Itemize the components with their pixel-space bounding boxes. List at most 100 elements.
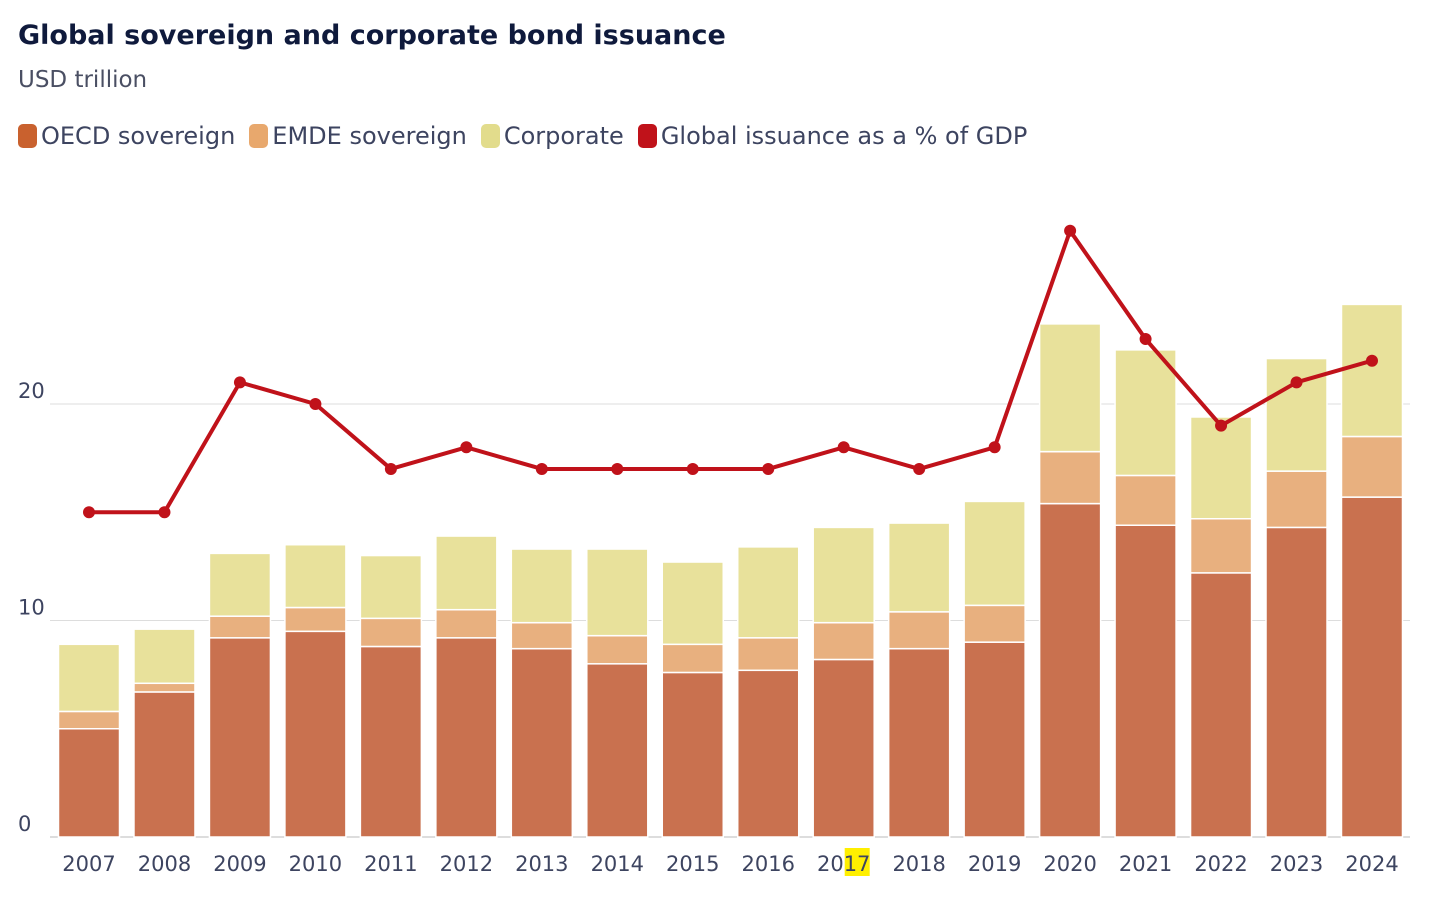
bar-segment-emde-sovereign <box>1189 517 1253 574</box>
bar-segment-corporate <box>510 548 574 624</box>
y-tick-label: 20 <box>18 379 45 403</box>
gdp-line <box>89 228 1373 515</box>
y-tick-label: 10 <box>18 596 45 620</box>
bar-segment-emde-sovereign <box>510 621 574 650</box>
bar-segment-oecd-sovereign <box>1265 526 1328 838</box>
bar-segment-oecd-sovereign <box>435 637 498 838</box>
bar-segment-oecd-sovereign <box>1114 524 1177 838</box>
legend-swatch-corporate <box>480 124 500 148</box>
legend-item-gdp[interactable]: Global issuance as a % of GDP <box>637 122 1028 150</box>
bar-segment-oecd-sovereign <box>208 637 272 838</box>
x-tick-label: 2009 <box>213 852 266 876</box>
bar-segment-corporate <box>963 500 1026 607</box>
bar-segment-emde-sovereign <box>133 682 196 693</box>
bar-segment-corporate <box>284 543 347 609</box>
bar-segment-corporate <box>1114 349 1177 477</box>
bar-segment-oecd-sovereign <box>1189 572 1253 838</box>
bar-segment-corporate <box>57 643 121 713</box>
gdp-point <box>309 398 322 410</box>
bar-segment-corporate <box>1189 416 1253 520</box>
bar-segment-oecd-sovereign <box>586 663 649 838</box>
legend: OECD sovereign EMDE sovereign Corporate … <box>18 122 1027 150</box>
gdp-point <box>762 462 775 475</box>
bar-segment-oecd-sovereign <box>57 728 121 838</box>
bar-segment-corporate <box>887 522 951 613</box>
bar-segment-corporate <box>812 526 875 624</box>
bar-segment-corporate <box>1038 323 1102 453</box>
x-tick-label: 2007 <box>62 852 115 876</box>
legend-label: Corporate <box>503 122 624 150</box>
gdp-point <box>1290 376 1303 389</box>
bar-segment-corporate <box>133 628 196 685</box>
gdp-point <box>686 462 699 475</box>
legend-item-corporate[interactable]: Corporate <box>480 122 624 150</box>
bar-segment-corporate <box>586 548 649 637</box>
legend-item-oecd[interactable]: OECD sovereign <box>18 122 235 150</box>
bar-segment-emde-sovereign <box>1265 470 1328 529</box>
x-tick-label: 2012 <box>440 852 493 876</box>
x-tick-label: 2015 <box>666 852 719 876</box>
search-highlight <box>844 848 870 876</box>
legend-swatch-oecd <box>18 124 37 148</box>
x-tick-label: 2022 <box>1194 852 1247 876</box>
bar-segment-emde-sovereign <box>57 710 121 730</box>
gdp-point <box>384 462 397 475</box>
bar-segment-emde-sovereign <box>1114 474 1177 526</box>
legend-label: Global issuance as a % of GDP <box>660 122 1028 150</box>
bar-segment-emde-sovereign <box>1340 435 1404 498</box>
x-tick-label: 2011 <box>364 852 417 876</box>
bar-segment-emde-sovereign <box>359 617 423 648</box>
x-tick-label: 2008 <box>138 852 191 876</box>
bar-segment-emde-sovereign <box>887 611 951 650</box>
x-tick-label: 2014 <box>591 852 644 876</box>
gdp-point <box>535 462 548 475</box>
legend-swatch-gdp <box>637 124 657 148</box>
bar-segment-emde-sovereign <box>586 634 649 665</box>
bar-segment-oecd-sovereign <box>661 671 725 838</box>
chart-subtitle: USD trillion <box>18 67 148 93</box>
x-tick-label: 2017 <box>817 852 870 876</box>
legend-swatch-emde <box>249 124 269 148</box>
legend-item-emde[interactable]: EMDE sovereign <box>249 122 467 150</box>
x-tick-label: 2020 <box>1043 852 1096 876</box>
x-tick-label: 2016 <box>742 852 795 876</box>
chart-title: Global sovereign and corporate bond issu… <box>18 20 726 51</box>
bar-segment-corporate <box>435 535 498 611</box>
x-tick-label: 2021 <box>1119 852 1172 876</box>
gdp-point <box>611 462 624 475</box>
bar-segment-corporate <box>736 546 800 639</box>
x-tick-label: 2013 <box>515 852 568 876</box>
x-tick-label: 2023 <box>1270 852 1323 876</box>
bar-segment-oecd-sovereign <box>510 647 574 838</box>
gdp-point <box>1064 224 1077 237</box>
x-tick-label: 2024 <box>1345 852 1398 876</box>
gdp-point <box>460 441 473 454</box>
x-tick-label: 2018 <box>892 852 945 876</box>
gdp-point <box>233 376 246 389</box>
bar-segment-corporate <box>661 561 725 646</box>
bar-segment-emde-sovereign <box>736 637 800 672</box>
bar-segment-emde-sovereign <box>208 615 272 639</box>
bar-segment-oecd-sovereign <box>1038 502 1102 838</box>
y-tick-label: 0 <box>18 812 31 836</box>
bar-segment-oecd-sovereign <box>887 647 951 838</box>
gdp-point <box>1215 419 1228 432</box>
bar-segment-oecd-sovereign <box>963 641 1026 838</box>
gdp-point <box>83 506 95 519</box>
legend-label: EMDE sovereign <box>272 122 467 150</box>
bar-segment-emde-sovereign <box>435 608 498 639</box>
bar-segment-emde-sovereign <box>812 621 875 661</box>
gdp-point <box>913 462 926 475</box>
gdp-point <box>988 441 1001 454</box>
bar-segment-oecd-sovereign <box>133 691 196 838</box>
bar-segment-corporate <box>208 552 272 617</box>
bar-segment-oecd-sovereign <box>359 645 423 838</box>
gdp-point <box>1365 354 1378 367</box>
bar-segment-emde-sovereign <box>661 643 725 674</box>
gdp-point <box>837 441 850 454</box>
bar-segment-corporate <box>359 554 423 620</box>
legend-label: OECD sovereign <box>41 122 236 150</box>
bar-segment-oecd-sovereign <box>1340 496 1404 838</box>
bar-segment-emde-sovereign <box>963 604 1026 643</box>
